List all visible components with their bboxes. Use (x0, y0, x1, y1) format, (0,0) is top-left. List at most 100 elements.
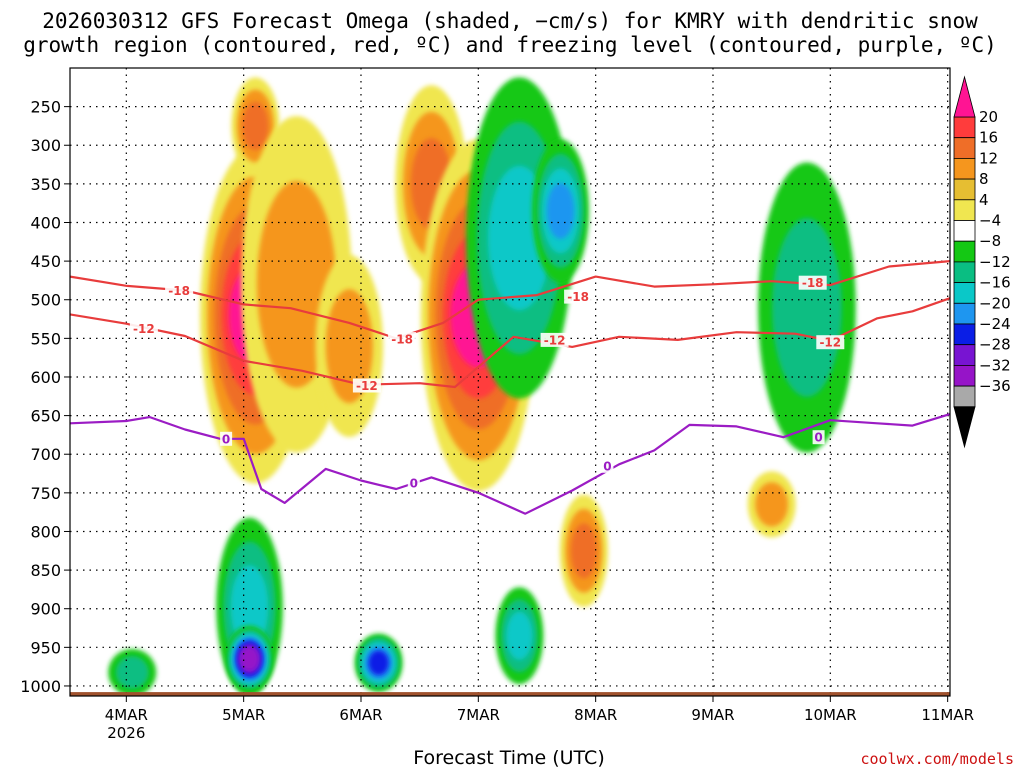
contour-label-2-3: 0 (814, 431, 822, 445)
colorbar-label-7: −12 (979, 253, 1011, 271)
contour-label-bg-1-0 (129, 321, 158, 336)
contour-label-0-0: -18 (168, 284, 190, 298)
colorbar-label-1: 16 (979, 129, 998, 147)
terrain-fill (70, 692, 950, 696)
x-tick-label-6MAR: 6MAR (339, 706, 382, 724)
y-tick-label-750: 750 (30, 484, 61, 503)
y-tick-label-300: 300 (30, 136, 61, 155)
x-tick-label-4MAR: 4MAR (105, 706, 148, 724)
omega-cell-12-level-2 (506, 611, 533, 660)
terrain-strip (70, 692, 950, 696)
plot-frame (69, 67, 951, 697)
y-tick-label-700: 700 (30, 445, 61, 464)
contour-label-bg-1-3 (816, 335, 845, 350)
y-tick-label-850: 850 (30, 561, 61, 580)
x-axis-label: Forecast Time (UTC) (413, 747, 604, 768)
colorbar-segment-3 (953, 178, 976, 201)
contour-line-2 (70, 413, 950, 515)
contour-label-bg-0-1 (388, 332, 417, 347)
omega-cell-10-level-4 (368, 650, 389, 676)
contour-label-0-1: -18 (391, 333, 413, 347)
colorbar-segment-1 (953, 137, 976, 159)
colorbar: 20 16 12 8 4 −4 −8 −12 −16 −20 −24 −28 −32 −36 (953, 75, 1011, 449)
contour-label-0-2: -18 (567, 290, 589, 304)
colorbar-segment-4 (953, 199, 976, 221)
contour-label-2-1: 0 (410, 476, 418, 490)
y-tick-label-900: 900 (30, 600, 61, 619)
contour-label-1-2: -12 (544, 333, 566, 347)
colorbar-bottom-arrow (953, 406, 976, 449)
contour-label-2-0: 0 (222, 432, 230, 446)
colorbar-segment-8 (953, 282, 976, 304)
colorbar-label-10: −24 (979, 315, 1011, 333)
contour-label-bg-2-0 (220, 431, 233, 446)
colorbar-segment-10 (953, 323, 976, 346)
colorbar-label-0: 20 (979, 108, 998, 126)
contour-label-bg-2-1 (407, 475, 420, 490)
x-tick-label-8MAR: 8MAR (574, 706, 617, 724)
colorbar-label-9: −20 (979, 294, 1011, 312)
axes: 250 300 350 400 450 500 550 600 650 700 750 800 850 9… (20, 67, 974, 742)
y-tick-label-250: 250 (30, 98, 61, 117)
contour-label-bg-1-2 (540, 332, 569, 347)
y-tick-label-800: 800 (30, 523, 61, 542)
colorbar-segment-9 (953, 302, 976, 325)
colorbar-label-12: −32 (979, 356, 1011, 374)
contour-line-0 (70, 260, 950, 340)
chart-title-line1: 2026030312 GFS Forecast Omega (shaded, −… (42, 9, 978, 33)
contour-label-0-3: -18 (802, 276, 824, 290)
chart-title-line2: growth region (contoured, red, ºC) and f… (23, 33, 997, 57)
y-tick-label-450: 450 (30, 252, 61, 271)
contour-label-2-2: 0 (603, 459, 611, 473)
colorbar-segment-11 (953, 344, 976, 366)
colorbar-label-8: −16 (979, 274, 1011, 292)
colorbar-segment-2 (953, 157, 976, 180)
omega-shaded-field (108, 77, 856, 696)
contour-label-bg-0-3 (798, 275, 827, 290)
contour-label-bg-1-1 (352, 378, 381, 393)
omega-cell-14-level-1 (115, 656, 149, 689)
contour-label-bg-0-2 (564, 289, 593, 304)
x-tick-label-7MAR: 7MAR (457, 706, 500, 724)
colorbar-label-2: 12 (979, 149, 998, 167)
colorbar-segment-12 (953, 364, 976, 387)
colorbar-top-arrow (953, 75, 976, 118)
colorbar-label-5: −4 (979, 212, 1001, 230)
contour-label-bg-0-0 (165, 283, 194, 298)
contour-label-bg-2-3 (812, 430, 825, 445)
colorbar-label-11: −28 (979, 336, 1011, 354)
y-tick-label-500: 500 (30, 291, 61, 310)
omega-cell-15-level-1 (772, 218, 842, 397)
colorbar-segment-6 (953, 240, 976, 263)
colorbar-segment-13 (953, 385, 976, 408)
y-tick-label-400: 400 (30, 214, 61, 233)
omega-cell-13-level-3 (546, 183, 575, 239)
omega-cell-7-level-1 (755, 482, 789, 527)
colorbar-segment-0 (953, 116, 976, 139)
y-tick-label-600: 600 (30, 368, 61, 387)
colorbar-segment-7 (953, 261, 976, 283)
colorbar-label-6: −8 (979, 232, 1001, 250)
x-tick-label-9MAR: 9MAR (691, 706, 734, 724)
y-tick-label-1000: 1000 (20, 677, 61, 696)
gridlines (70, 68, 950, 696)
omega-cell-6-level-2 (570, 523, 598, 579)
omega-cell-8-level-2 (230, 565, 269, 649)
contour-label-1-1: -12 (356, 379, 378, 393)
y-tick-label-550: 550 (30, 329, 61, 348)
credit-text: coolwx.com/models (860, 750, 1014, 768)
contour-label-bg-2-2 (601, 458, 614, 473)
colorbar-label-13: −36 (979, 377, 1011, 395)
x-tick-label-10MAR: 10MAR (804, 706, 857, 724)
colorbar-label-3: 8 (979, 170, 989, 188)
omega-cell-1-level-2 (242, 101, 269, 151)
y-tick-label-950: 950 (30, 638, 61, 657)
omega-cell-9-level-6 (240, 647, 259, 671)
contour-label-1-3: -12 (819, 336, 841, 350)
x-tick-sublabel-4MAR: 2026 (107, 724, 145, 742)
x-tick-label-5MAR: 5MAR (222, 706, 265, 724)
x-tick-label-11MAR: 11MAR (921, 706, 974, 724)
colorbar-label-4: 4 (979, 191, 989, 209)
colorbar-segment-5 (953, 220, 976, 242)
